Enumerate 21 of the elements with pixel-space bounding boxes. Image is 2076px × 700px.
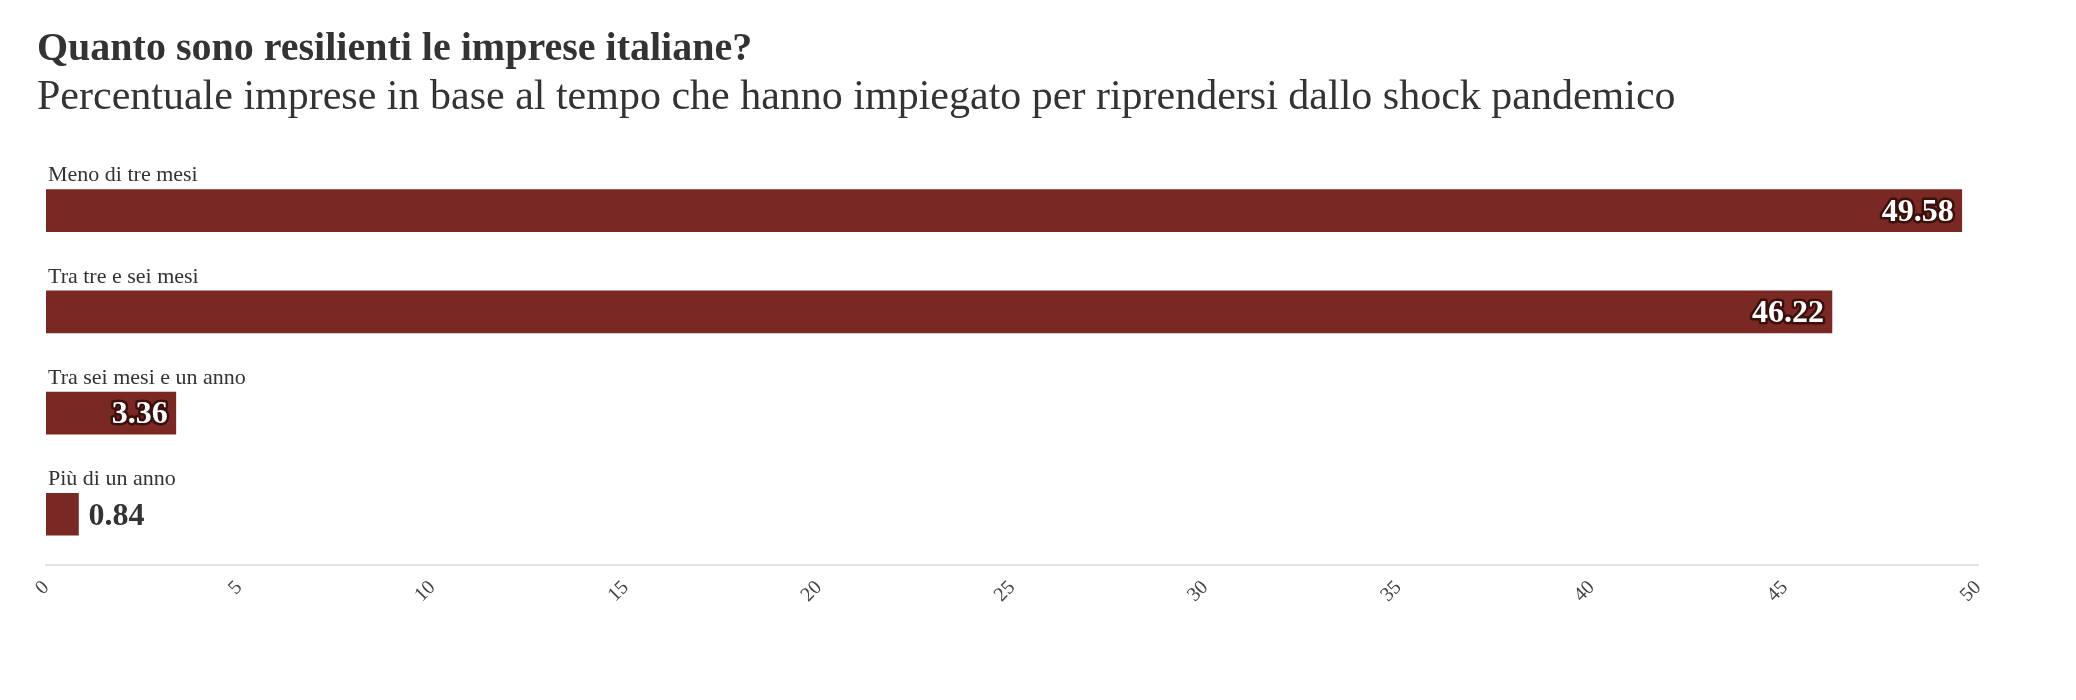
data-label: 3.36: [111, 394, 168, 431]
x-tick-label: 35: [1375, 575, 1405, 606]
data-label: 0.84: [88, 495, 145, 532]
chart-title: Quanto sono resilienti le imprese italiane?: [37, 24, 754, 70]
x-tick-label: 10: [409, 575, 439, 606]
x-tick-label: 50: [1954, 575, 1985, 606]
x-tick-label: 15: [602, 575, 633, 606]
chart-subtitle: Percentuale imprese in base al tempo che hanno impiegato per riprendersi dallo shock pandemico: [37, 71, 1677, 120]
data-label: 49.58: [1881, 191, 1954, 228]
y-tick-label: Tra tre e sei mesi: [48, 262, 199, 288]
x-tick-label: 5: [223, 575, 246, 598]
x-tick-label: 40: [1568, 575, 1599, 606]
x-tick-label: 30: [1182, 575, 1212, 606]
x-tick-label: 45: [1761, 575, 1792, 606]
y-tick-label: Più di un anno: [48, 465, 176, 491]
x-tick-label: 20: [795, 575, 826, 606]
x-tick-label: 25: [988, 575, 1019, 606]
y-tick-label: Meno di tre mesi: [48, 161, 198, 187]
x-tick-label: 0: [29, 575, 53, 598]
y-tick-label: Tra sei mesi e un anno: [48, 363, 246, 389]
data-label: 46.22: [1751, 293, 1824, 330]
